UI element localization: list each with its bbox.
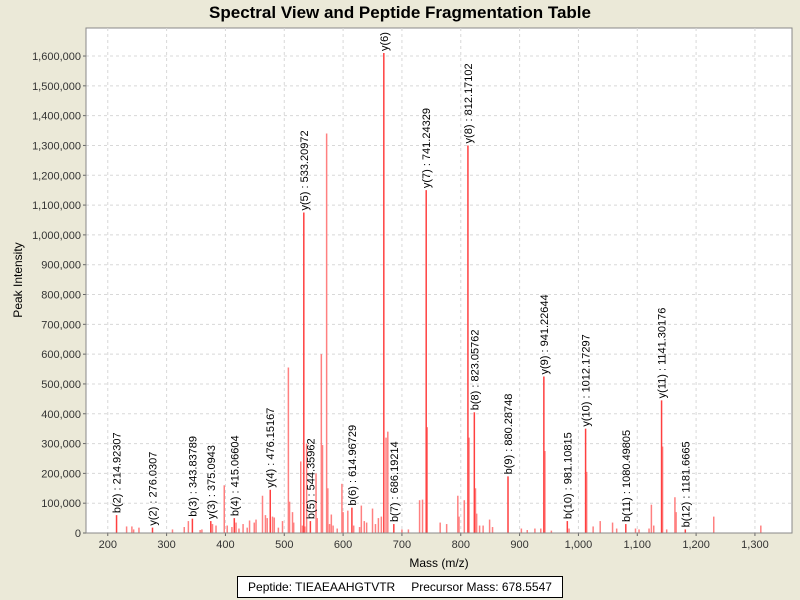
- y-tick-label: 1,000,000: [32, 230, 81, 242]
- y-tick-label: 1,300,000: [32, 140, 81, 152]
- chart-title: Spectral View and Peptide Fragmentation …: [209, 3, 591, 22]
- y-tick-label: 500,000: [41, 379, 81, 391]
- y-tick-label: 0: [75, 528, 81, 540]
- y-tick-label: 1,100,000: [32, 200, 81, 212]
- y-tick-label: 400,000: [41, 409, 81, 421]
- x-tick-label: 1,100: [624, 539, 652, 551]
- peak-label: b(11) : 1080.49805: [621, 430, 633, 522]
- precursor-mass: Precursor Mass: 678.5547: [411, 580, 552, 594]
- y-axis-label: Peak Intensity: [11, 242, 25, 317]
- x-tick-label: 400: [216, 539, 234, 551]
- x-tick-label: 200: [99, 539, 117, 551]
- peak-label: b(4) : 415.06604: [229, 435, 241, 516]
- x-tick-label: 900: [510, 539, 528, 551]
- x-tick-label: 500: [275, 539, 293, 551]
- peak-label: y(10) : 1012.17297: [581, 334, 593, 426]
- y-tick-label: 900,000: [41, 260, 81, 272]
- peak-label: b(7) : 686.19214: [389, 441, 401, 522]
- y-tick-label: 300,000: [41, 439, 81, 451]
- y-tick-label: 600,000: [41, 349, 81, 361]
- legend: Peptide: TIEAEAAHGTVTR Precursor Mass: 67…: [237, 576, 563, 598]
- peak-label: b(6) : 614.96729: [347, 425, 359, 506]
- peak-label: b(9) : 880.28748: [503, 394, 515, 475]
- y-tick-label: 800,000: [41, 290, 81, 302]
- y-tick-label: 1,600,000: [32, 51, 81, 63]
- peak-label: b(2) : 214.92307: [112, 432, 124, 513]
- x-axis-label: Mass (m/z): [409, 556, 468, 570]
- peak-label: b(3) : 343.83789: [187, 436, 199, 517]
- peak-labels: b(2) : 214.92307 y(2) : 276.0307 b(3) : 34…: [112, 32, 693, 527]
- x-tick-label: 1,200: [682, 539, 710, 551]
- y-tick-label: 700,000: [41, 319, 81, 331]
- x-tick-label: 1,300: [741, 539, 769, 551]
- peak-label: b(12) : 1181.6665: [680, 441, 692, 527]
- x-tick-label: 600: [334, 539, 352, 551]
- x-tick-label: 800: [452, 539, 470, 551]
- y-tick-label: 1,200,000: [32, 170, 81, 182]
- peak-label: b(10) : 981.10815: [562, 432, 574, 519]
- peak-label: b(8) : 823.05762: [469, 330, 481, 411]
- plot-area: [85, 27, 793, 534]
- peak-label: y(8) : 812.17102: [463, 63, 475, 143]
- peak-label: y(3) : 375.0943: [206, 445, 218, 519]
- peptide-sequence: Peptide: TIEAEAAHGTVTR: [248, 580, 396, 594]
- x-tick-label: 1,000: [565, 539, 593, 551]
- peak-label: y(7) : 741.24329: [421, 108, 433, 188]
- y-tick-label: 1,500,000: [32, 81, 81, 93]
- y-tick-label: 1,400,000: [32, 111, 81, 123]
- peak-label: y(6): [379, 32, 391, 51]
- peak-label: y(4) : 476.15167: [265, 408, 277, 488]
- x-tick-label: 700: [393, 539, 411, 551]
- peak-label: y(5) : 533.20972: [299, 130, 311, 210]
- peak-label: b(5) : 544.35962: [305, 438, 317, 519]
- y-tick-label: 100,000: [41, 498, 81, 510]
- peak-label: y(11) : 1141.30176: [657, 308, 669, 399]
- x-tick-label: 300: [157, 539, 175, 551]
- peak-label: y(2) : 276.0307: [147, 452, 159, 526]
- y-tick-label: 200,000: [41, 468, 81, 480]
- peak-label: y(9) : 941.22644: [539, 294, 551, 374]
- axes: 200 300 400 500 600 700 800 900 1,000 1,100 1,200 1…: [32, 28, 792, 551]
- peaks: [115, 53, 762, 533]
